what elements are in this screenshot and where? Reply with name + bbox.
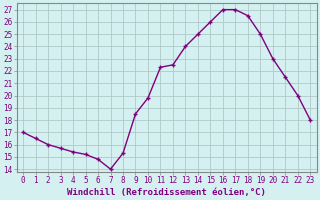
X-axis label: Windchill (Refroidissement éolien,°C): Windchill (Refroidissement éolien,°C) <box>67 188 266 197</box>
